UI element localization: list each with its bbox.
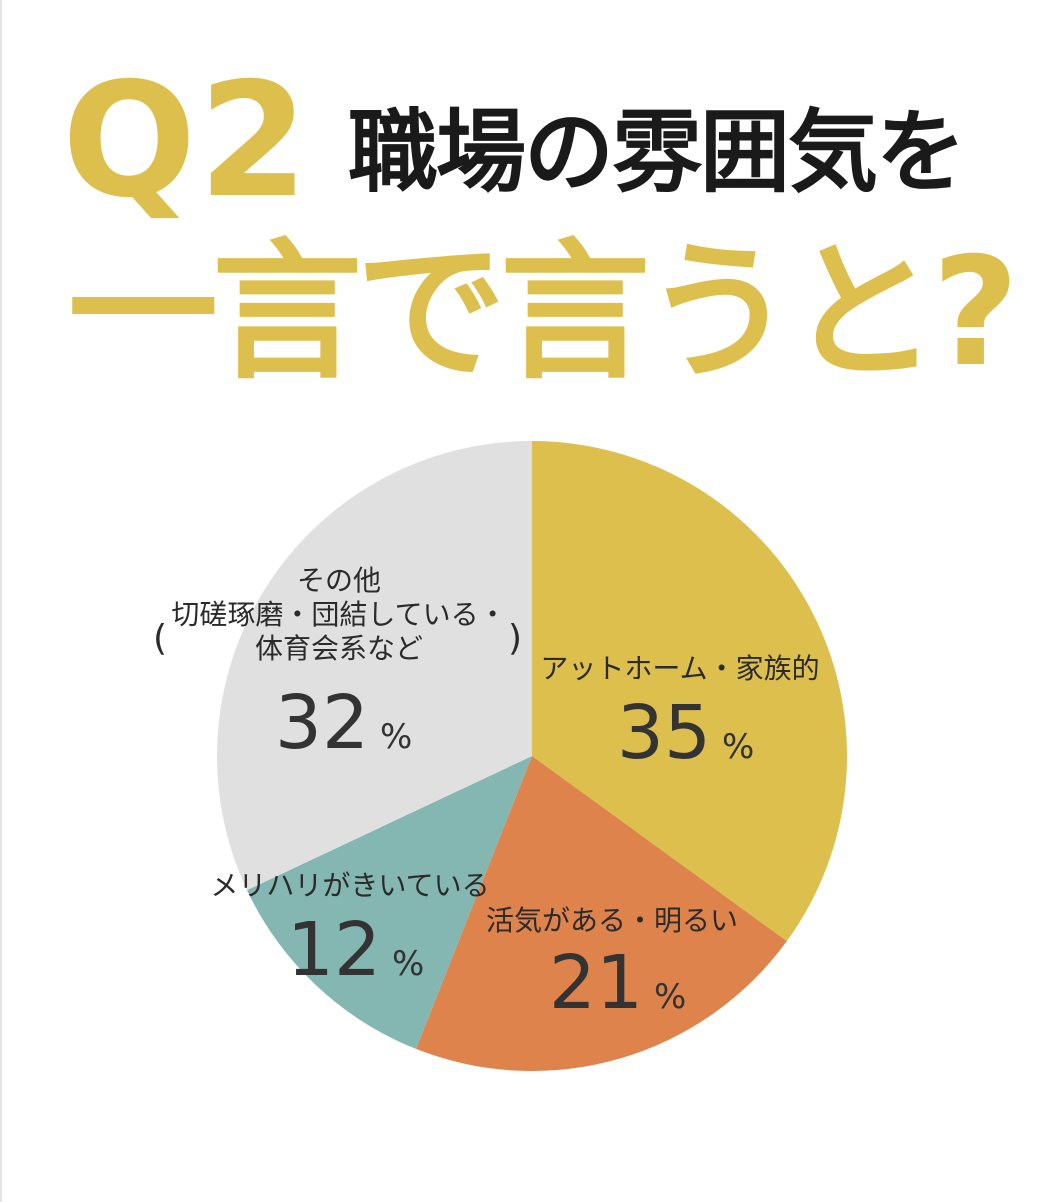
percent-value: 12 [287, 907, 381, 993]
percent-value: 32 [275, 680, 369, 766]
question-number: Q2 [62, 49, 311, 233]
slice-label: 体育会系など [255, 632, 423, 665]
percent-value: 35 [617, 690, 711, 776]
paren-close: ) [508, 618, 522, 659]
pie-slices [216, 441, 847, 1071]
percent-sign: % [654, 977, 686, 1017]
slice-label: 活気がある・明るい [486, 904, 738, 937]
slice-label: メリハリがきいている [210, 869, 489, 902]
slice-home-family [532, 441, 847, 942]
question-title-line1: 職場の雰囲気を [348, 100, 966, 205]
question-title-line2: 一言で言うと? [68, 226, 1019, 400]
slice-label: アットホーム・家族的 [540, 652, 819, 685]
slice-other [216, 441, 533, 891]
slice-lively-bright [416, 756, 787, 1071]
left-border-line [0, 0, 2, 1202]
slice-well-balanced-label-group: メリハリがきいている 12% [210, 869, 489, 993]
percent-sign: % [392, 944, 424, 984]
percent-sign: % [380, 717, 412, 757]
slice-home-family-label-group: アットホーム・家族的 35% [540, 652, 819, 776]
slice-label: その他 [297, 564, 381, 597]
slice-well-balanced [246, 756, 532, 1049]
paren-open: ( [153, 618, 167, 659]
percent-sign: % [722, 727, 754, 767]
slice-label: 切磋琢磨・団結している・ [171, 598, 506, 631]
percent-value: 21 [549, 940, 643, 1026]
